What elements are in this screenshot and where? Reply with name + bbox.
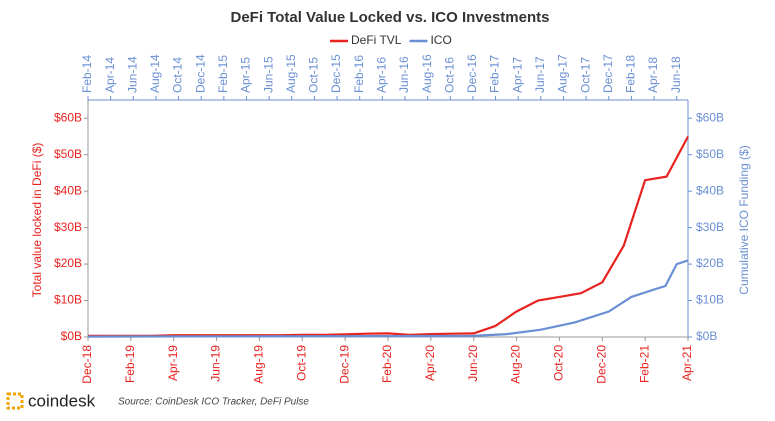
x2-tick-label: Jun-16 <box>397 56 411 93</box>
y2-tick-label: $0B <box>696 329 717 343</box>
x2-tick-label: Feb-15 <box>216 55 230 93</box>
x2-tick-label: Jun-18 <box>669 56 683 93</box>
series-line <box>88 135 689 337</box>
source: Source: CoinDesk ICO Tracker, DeFi Pulse <box>118 397 309 408</box>
legend-label: DeFi TVL <box>351 33 402 47</box>
x-tick-label: Apr-21 <box>680 345 694 381</box>
x-tick-label: Dec-18 <box>80 345 94 384</box>
x2-tick-label: Aug-15 <box>284 54 298 93</box>
x2-tick-label: Oct-17 <box>578 57 592 93</box>
y2-axis-title: Cumulative ICO Funding ($) <box>737 145 751 294</box>
y2-tick-label: $40B <box>696 183 724 197</box>
x2-tick-label: Feb-18 <box>624 55 638 93</box>
y2-tick-label: $60B <box>696 110 724 124</box>
y-tick-label: $10B <box>54 293 82 307</box>
x2-tick-label: Oct-16 <box>442 57 456 93</box>
x2-tick-label: Dec-16 <box>465 54 479 93</box>
x2-tick-label: Feb-17 <box>488 55 502 93</box>
y2-tick-label: $20B <box>696 256 724 270</box>
x-tick-label: Apr-20 <box>423 345 437 381</box>
x-tick-label: Apr-19 <box>166 345 180 381</box>
x2-tick-label: Aug-16 <box>420 54 434 93</box>
x2-tick-label: Aug-14 <box>148 54 162 93</box>
x2-tick-label: Feb-14 <box>80 55 94 93</box>
y-tick-label: $30B <box>54 220 82 234</box>
x-tick-label: Aug-19 <box>252 345 266 384</box>
x2-tick-label: Dec-17 <box>601 54 615 93</box>
x2-tick-label: Feb-16 <box>352 55 366 93</box>
x2-tick-label: Aug-17 <box>556 54 570 93</box>
y-tick-label: $0B <box>61 329 82 343</box>
y-tick-label: $20B <box>54 256 82 270</box>
brand: coindesk <box>28 391 96 410</box>
legend-label: ICO <box>430 33 451 47</box>
x-tick-label: Dec-20 <box>594 345 608 384</box>
x2-tick-label: Apr-18 <box>646 57 660 93</box>
x2-tick-label: Apr-15 <box>239 57 253 93</box>
brand-icon <box>6 392 24 410</box>
x-tick-label: Oct-19 <box>294 345 308 381</box>
x2-tick-label: Jun-15 <box>261 56 275 93</box>
y-tick-label: $50B <box>54 147 82 161</box>
x2-tick-label: Apr-16 <box>375 57 389 93</box>
x2-tick-label: Dec-15 <box>329 54 343 93</box>
y-tick-label: $40B <box>54 183 82 197</box>
x2-tick-label: Apr-17 <box>510 57 524 93</box>
x2-tick-label: Dec-14 <box>193 54 207 93</box>
y2-tick-label: $30B <box>696 220 724 234</box>
x-tick-label: Jun-19 <box>209 345 223 382</box>
y2-tick-label: $10B <box>696 293 724 307</box>
x-tick-label: Aug-20 <box>509 345 523 384</box>
chart-title: DeFi Total Value Locked vs. ICO Investme… <box>231 9 550 26</box>
y-tick-label: $60B <box>54 110 82 124</box>
x-tick-label: Feb-21 <box>637 345 651 383</box>
x2-tick-label: Jun-14 <box>125 56 139 93</box>
x2-tick-label: Apr-14 <box>103 57 117 93</box>
x-tick-label: Feb-20 <box>380 345 394 383</box>
x2-tick-label: Oct-14 <box>171 57 185 93</box>
x-tick-label: Jun-20 <box>466 345 480 382</box>
y-axis-title: Total value locked in DeFi ($) <box>30 143 44 298</box>
y2-tick-label: $50B <box>696 147 724 161</box>
x2-tick-label: Jun-17 <box>533 56 547 93</box>
x2-tick-label: Oct-15 <box>307 57 321 93</box>
series-line <box>87 259 689 338</box>
x-tick-label: Oct-20 <box>552 345 566 381</box>
x-tick-label: Feb-19 <box>123 345 137 383</box>
x-tick-label: Dec-19 <box>337 345 351 384</box>
